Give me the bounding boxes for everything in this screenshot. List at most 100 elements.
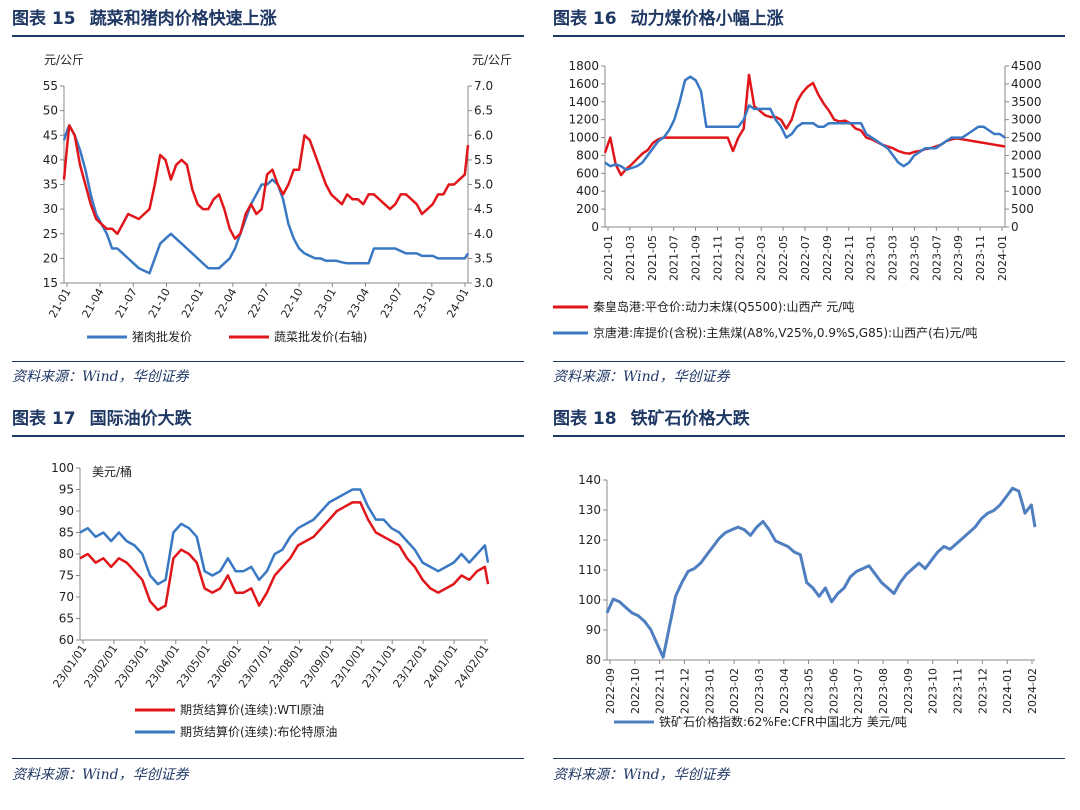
y-tick-label-left: 1000 — [568, 131, 599, 145]
x-tick-label: 2022-05 — [777, 235, 790, 281]
x-tick-label: 2022-12 — [678, 668, 691, 714]
y-tick-label-left: 130 — [578, 503, 601, 517]
y-tick-label-left: 90 — [586, 623, 601, 637]
x-tick-label: 2023-08 — [877, 668, 890, 714]
y-tick-label-right: 3000 — [1011, 113, 1042, 127]
x-tick-label: 2022-11 — [654, 668, 667, 714]
bottom-rule — [553, 758, 1065, 759]
x-tick-label: 23-07 — [378, 286, 405, 320]
series-line-1 — [79, 501, 490, 612]
y-tick-label-right: 7.0 — [474, 79, 493, 93]
legend-label-2: 京唐港:库提价(含税):主焦煤(A8%,V25%,0.9%S,G85):山西产(… — [593, 325, 978, 340]
y-tick-label-right: 3.0 — [474, 276, 493, 290]
legend-label-1: 秦皇岛港:平仓价:动力末煤(Q5500):山西产 元/吨 — [593, 299, 854, 314]
source-note: 资料来源：Wind，华创证券 — [553, 767, 730, 783]
legend-label-2: 期货结算价(连续):布伦特原油 — [180, 724, 337, 739]
x-tick-label: 23-10 — [411, 286, 438, 320]
y-tick-label-left: 0 — [591, 220, 599, 234]
x-tick-label: 22-07 — [245, 286, 272, 320]
panel-title: 图表 15 蔬菜和猪肉价格快速上涨 — [12, 9, 277, 29]
x-tick-label: 2023-04 — [778, 668, 791, 714]
x-tick-label: 2022-09 — [821, 235, 834, 281]
bottom-rule — [12, 758, 524, 759]
x-tick-label: 2023-07 — [852, 668, 865, 714]
y-tick-label-left: 90 — [59, 504, 74, 518]
panel-coal: 图表 16 动力煤价格小幅上涨 0 200 400 600 800 1000 1200 1400… — [553, 4, 1065, 399]
y-tick-label-right: 3.5 — [474, 251, 493, 265]
x-tick-label: 24-01 — [444, 286, 471, 320]
legend-label-1: 期货结算价(连续):WTI原油 — [180, 702, 324, 717]
y-tick-label-left: 80 — [586, 653, 601, 667]
bottom-rule — [12, 361, 524, 362]
y-tick-label-right: 2500 — [1011, 131, 1042, 145]
x-tick-label: 2023-11 — [974, 235, 987, 281]
y-tick-label-left: 120 — [578, 533, 601, 547]
x-tick-label: 2023-07 — [930, 235, 943, 281]
y-tick-label-right: 6.5 — [474, 104, 493, 118]
y-tick-label-left: 400 — [576, 184, 599, 198]
x-tick-label: 2023-03 — [887, 235, 900, 281]
x-tick-label: 2023-09 — [902, 668, 915, 714]
y-tick-label-left: 80 — [59, 547, 74, 561]
chart-iron-ore: 80 90 100 110 120 130 140 2022-09 2022-10 2022-11… — [578, 473, 1039, 729]
x-tick-label: 21-04 — [80, 286, 107, 320]
legend-label-1: 猪肉批发价 — [132, 329, 192, 344]
y-tick-label-left: 20 — [43, 251, 58, 265]
source-note: 资料来源：Wind，华创证券 — [12, 369, 189, 385]
x-tick-label: 22-01 — [179, 286, 206, 320]
y-tick-label-right: 4500 — [1011, 59, 1042, 73]
x-tick-label: 21-01 — [46, 286, 73, 320]
y-tick-label-left: 100 — [51, 461, 74, 475]
y-tick-label-right: 1000 — [1011, 184, 1042, 198]
y-tick-label-left: 55 — [43, 79, 58, 93]
y-tick-label-right: 1500 — [1011, 166, 1042, 180]
panel-iron-ore: 图表 18 铁矿石价格大跌 80 90 100 110 120 130 140 2022-09 2… — [553, 404, 1065, 804]
x-tick-label: 2021-11 — [711, 235, 724, 281]
y-tick-label-left: 1800 — [568, 59, 599, 73]
x-tick-label: 2023-01 — [703, 668, 716, 714]
y-tick-label-left: 85 — [59, 526, 74, 540]
y-tick-label-left: 60 — [59, 633, 74, 647]
y-tick-label-right: 4.5 — [474, 202, 493, 216]
y-tick-label-left: 95 — [59, 483, 74, 497]
x-tick-label: 22-04 — [212, 286, 239, 320]
x-tick-label: 2021-09 — [690, 235, 703, 281]
y-tick-label-right: 6.0 — [474, 128, 493, 142]
y-tick-label-left: 200 — [576, 202, 599, 216]
x-tick-label: 2021-07 — [668, 235, 681, 281]
title-rule — [553, 435, 1065, 437]
legend-label-1: 铁矿石价格指数:62%Fe:CFR中国北方 美元/吨 — [659, 714, 907, 729]
chart-coal: 0 200 400 600 800 1000 1200 1400 1600 1800 0 500 100… — [553, 59, 1042, 340]
source-note: 资料来源：Wind，华创证券 — [553, 369, 730, 385]
y-tick-label-left: 70 — [59, 590, 74, 604]
series-line-1 — [62, 124, 470, 275]
x-tick-label: 2023-02 — [728, 668, 741, 714]
x-tick-label: 23-01 — [312, 286, 339, 320]
series-line-1 — [605, 486, 1037, 659]
title-rule — [553, 35, 1065, 37]
y-tick-label-right: 0 — [1011, 220, 1019, 234]
y-tick-label-right: 500 — [1011, 202, 1034, 216]
x-tick-label: 2021-05 — [646, 235, 659, 281]
y-tick-label-left: 65 — [59, 612, 74, 626]
x-tick-label: 2023-05 — [908, 235, 921, 281]
x-tick-label: 22-10 — [279, 286, 306, 320]
panel-vegetable-pork: 图表 15 蔬菜和猪肉价格快速上涨 15 20 25 30 35 40 45 50 55 3.0 3.… — [12, 4, 524, 399]
x-tick-label: 2022-10 — [629, 668, 642, 714]
x-tick-label: 2022-03 — [755, 235, 768, 281]
panel-title: 图表 16 动力煤价格小幅上涨 — [553, 9, 784, 29]
panel-title: 图表 17 国际油价大跌 — [12, 409, 192, 429]
y-tick-label-left: 30 — [43, 202, 58, 216]
y-tick-label-right: 5.0 — [474, 178, 493, 192]
y-tick-label-left: 140 — [578, 473, 601, 487]
y-tick-label-left: 1400 — [568, 95, 599, 109]
x-tick-label: 2022-11 — [843, 235, 856, 281]
y-tick-label-left: 1200 — [568, 113, 599, 127]
y-tick-label-left: 15 — [43, 276, 58, 290]
legend-label-2: 蔬菜批发价(右轴) — [274, 329, 367, 344]
y-tick-label-left: 600 — [576, 166, 599, 180]
title-rule — [12, 35, 524, 37]
x-tick-label: 21-07 — [113, 286, 140, 320]
series-line-2 — [604, 75, 1006, 172]
